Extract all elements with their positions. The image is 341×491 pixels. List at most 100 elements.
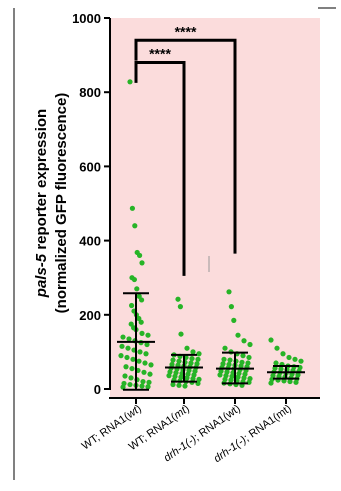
data-point: [195, 356, 201, 362]
data-points: [118, 79, 304, 390]
significance-label: ****: [149, 46, 171, 62]
data-point: [129, 365, 135, 372]
data-point: [136, 315, 142, 322]
data-point: [147, 371, 153, 377]
data-point: [227, 357, 233, 363]
data-point: [132, 223, 138, 229]
data-point: [130, 356, 136, 362]
y-axis-title-line2: (normalized GFP fluorescence): [53, 93, 70, 314]
data-point: [176, 358, 182, 364]
data-point: [118, 353, 124, 359]
x-tick-label-prefix: WT; RNA1(: [80, 411, 132, 453]
data-point: [123, 364, 129, 370]
y-tick-label: 200: [79, 308, 101, 323]
data-point: [137, 349, 143, 355]
data-point: [196, 376, 202, 382]
data-point: [176, 382, 182, 388]
x-tick-label-suffix: ; RNA1(mt): [242, 403, 294, 444]
data-point: [228, 304, 234, 310]
data-point: [131, 276, 137, 283]
data-point: [221, 356, 227, 362]
data-point: [170, 381, 176, 388]
data-point: [122, 373, 128, 379]
x-tick-label-suffix: ): [134, 403, 144, 415]
data-point: [178, 331, 184, 337]
y-tick-label: 400: [79, 234, 101, 249]
data-point: [127, 381, 133, 388]
significance-label: ****: [175, 23, 197, 39]
x-tick-label-suffix: ; RNA1(wt): [192, 403, 243, 444]
data-point: [196, 351, 202, 357]
data-point: [240, 353, 246, 359]
data-point: [166, 373, 172, 379]
data-point: [287, 378, 293, 385]
data-point: [145, 384, 151, 390]
data-point: [148, 362, 154, 368]
y-tick-label: 1000: [72, 11, 101, 26]
data-point: [134, 286, 140, 292]
x-tick-labels: WT; RNA1(wt)WT; RNA1(mt)drh-1(-); RNA1(w…: [80, 398, 294, 465]
data-point: [273, 360, 279, 366]
x-tick-label-italic: drh-1(-): [212, 434, 249, 465]
data-point: [246, 354, 252, 361]
data-point: [268, 337, 274, 343]
data-point: [280, 351, 286, 357]
data-point: [217, 372, 223, 378]
data-point: [136, 358, 142, 364]
data-point: [175, 296, 181, 302]
data-point: [241, 338, 247, 344]
data-point: [235, 332, 241, 338]
data-point: [120, 384, 126, 390]
data-point: [136, 293, 142, 299]
significance-bracket: [134, 38, 237, 254]
data-point: [247, 341, 253, 348]
data-point: [144, 341, 150, 348]
y-ticks: 0 200 400 600 800 1000: [72, 11, 110, 397]
data-point: [222, 345, 228, 351]
data-point: [125, 345, 131, 351]
error-bars: [117, 292, 305, 391]
y-tick-label: 800: [79, 85, 101, 100]
data-point: [143, 351, 149, 357]
data-point: [189, 355, 195, 362]
data-point: [139, 297, 145, 303]
data-point: [292, 356, 298, 362]
y-tick-label: 0: [94, 382, 101, 397]
data-point: [274, 345, 280, 351]
data-point: [226, 289, 232, 295]
y-axis-title-rest: reporter expression: [33, 109, 50, 254]
data-point: [139, 260, 145, 266]
plot-background: [110, 18, 320, 398]
y-axis-title-italic: pals-5: [33, 253, 50, 298]
data-point: [129, 205, 135, 211]
significance-brackets: ********: [134, 23, 237, 276]
data-point: [139, 330, 145, 336]
data-point: [119, 343, 125, 349]
data-point: [127, 79, 133, 85]
data-point: [120, 334, 126, 340]
data-point: [268, 380, 274, 386]
data-point: [126, 336, 132, 342]
data-point: [138, 319, 144, 325]
y-axis-title-line1: pals-5 reporter expression: [33, 109, 50, 298]
data-point: [146, 379, 152, 385]
data-point: [184, 345, 190, 351]
significance-bracket: [134, 61, 186, 276]
data-point: [182, 383, 188, 389]
y-tick-label: 600: [79, 159, 101, 174]
data-point: [129, 302, 135, 309]
data-point: [124, 354, 130, 361]
data-point: [145, 332, 151, 338]
data-point: [128, 375, 134, 381]
data-point: [286, 354, 292, 361]
data-point: [170, 357, 176, 363]
x-tick-label-italic: drh-1(-): [162, 433, 199, 464]
data-point: [231, 317, 237, 323]
data-point: [293, 379, 299, 385]
data-point: [298, 358, 304, 364]
data-point: [190, 349, 196, 355]
data-point: [137, 252, 143, 259]
data-point: [128, 321, 134, 327]
